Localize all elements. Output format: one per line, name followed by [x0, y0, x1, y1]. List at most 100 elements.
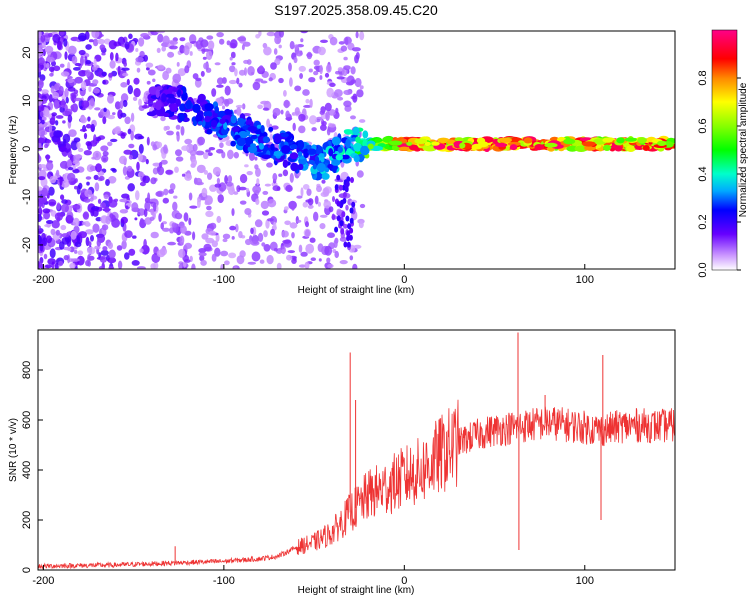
spectrum-noise-blob [98, 175, 105, 181]
spectrum-noise-blob [94, 245, 101, 250]
spectrum-noise-blob [38, 186, 43, 191]
spectrum-noise-blob [180, 126, 185, 136]
spectrum-noise-blob [163, 144, 168, 154]
spectrum-noise-blob [81, 100, 90, 108]
spectrum-noise-blob [94, 107, 101, 111]
spectrum-noise-blob [300, 38, 304, 43]
spectrum-noise-blob [258, 65, 264, 72]
spectrum-tail-blob [338, 184, 343, 191]
spectrum-noise-blob [46, 235, 52, 244]
spectrum-noise-blob [203, 152, 209, 160]
spectrum-noise-blob [231, 236, 235, 240]
spectrum-noise-blob [326, 128, 331, 136]
spectrum-noise-blob [44, 108, 50, 118]
spectrum-noise-blob [90, 123, 95, 133]
spectrum-ridge-blob [247, 125, 257, 132]
spectrum-noise-blob [296, 195, 303, 199]
spectrum-noise-blob [259, 259, 265, 264]
spectrum-noise-blob [101, 52, 106, 56]
spectrum-noise-blob [215, 97, 223, 104]
spectrum-tail-blob [336, 200, 341, 207]
spectrum-noise-blob [258, 31, 262, 37]
spectrum-noise-blob [77, 147, 84, 153]
spectrogram-x-label: Height of straight line (km) [298, 285, 415, 296]
spectrum-ridge-blob [155, 100, 162, 111]
spectrum-noise-blob [268, 77, 273, 82]
spectrum-noise-blob [136, 161, 140, 171]
spectrum-noise-blob [46, 220, 54, 224]
spectrum-noise-blob [203, 243, 212, 252]
spectrum-noise-blob [257, 104, 263, 110]
spectrum-noise-blob [351, 47, 361, 52]
spectrum-noise-blob [105, 179, 110, 186]
spectrum-noise-blob [155, 141, 163, 148]
spectrum-noise-blob [112, 112, 116, 116]
spectrum-noise-blob [191, 263, 196, 269]
spectrum-noise-blob [101, 154, 109, 163]
spectrum-ridge-blob [616, 137, 625, 144]
spectrum-noise-blob [294, 85, 302, 92]
spectrum-tail-blob [349, 207, 354, 214]
spectrum-noise-blob [278, 44, 282, 49]
spectrum-noise-blob [211, 253, 217, 262]
spectrum-noise-blob [222, 105, 225, 110]
spectrum-noise-blob [201, 187, 208, 198]
spectrum-noise-blob [117, 36, 126, 47]
spectrum-noise-blob [132, 96, 138, 102]
spectrum-noise-blob [137, 266, 146, 269]
spectrum-noise-blob [325, 111, 330, 121]
spectrum-noise-blob [310, 257, 316, 262]
spectrum-noise-blob [67, 114, 73, 123]
spectrum-noise-blob [132, 235, 137, 239]
spectrum-ridge-blob [314, 156, 320, 165]
spectrum-noise-blob [340, 45, 348, 52]
spectrum-noise-blob [152, 78, 156, 83]
spectrum-noise-blob [44, 143, 49, 149]
figure-title: S197.2025.358.09.45.C20 [274, 2, 438, 18]
spectrum-noise-blob [321, 179, 326, 184]
spectrum-ridge-blob [352, 126, 360, 136]
spectrum-noise-blob [48, 199, 57, 207]
spectrum-tail-blob [341, 211, 346, 218]
spectrum-noise-blob [65, 214, 73, 224]
spectrum-noise-blob [250, 240, 260, 246]
spectrum-noise-blob [122, 166, 128, 176]
spectrum-noise-blob [308, 68, 313, 73]
spectrum-noise-blob [126, 78, 130, 86]
spectrum-tail-blob [349, 217, 354, 224]
spectrum-noise-blob [238, 231, 243, 239]
spectrum-noise-blob [74, 241, 82, 248]
spectrum-noise-blob [147, 192, 151, 203]
spectrum-noise-blob [176, 132, 180, 142]
spectrum-noise-blob [272, 107, 281, 117]
spectrum-noise-blob [55, 169, 60, 177]
spectrum-noise-blob [176, 213, 183, 220]
spectrum-noise-blob [38, 79, 44, 89]
spectrum-noise-blob [345, 81, 354, 86]
spectrum-noise-blob [120, 216, 128, 224]
spectrum-noise-blob [252, 81, 261, 91]
spectrum-noise-blob [117, 260, 123, 269]
spectrum-noise-blob [120, 82, 128, 88]
spectrogram-x-tick-label: 0 [401, 274, 407, 286]
spectrum-noise-blob [131, 202, 139, 212]
spectrum-ridge-blob [374, 138, 382, 143]
spectrum-noise-blob [108, 249, 116, 259]
spectrum-tail-blob [342, 191, 347, 198]
spectrum-noise-blob [108, 40, 117, 50]
spectrum-noise-blob [105, 215, 111, 225]
spectrum-noise-blob [324, 102, 332, 112]
spectrum-noise-blob [178, 248, 186, 258]
spectrum-noise-blob [288, 62, 292, 72]
spectrum-noise-blob [83, 150, 92, 156]
spectrogram-y-ticks: -20 -10 0 10 20 [21, 47, 43, 253]
spectrum-noise-blob [263, 46, 272, 56]
spectrum-ridge-blob [192, 120, 198, 127]
spectrum-noise-blob [50, 85, 55, 94]
spectrum-noise-blob [54, 212, 64, 221]
spectrum-noise-blob [319, 223, 326, 230]
spectrum-noise-blob [48, 124, 53, 133]
spectrum-noise-blob [343, 100, 352, 108]
spectrum-noise-blob [181, 145, 190, 151]
spectrum-noise-blob [235, 223, 239, 233]
